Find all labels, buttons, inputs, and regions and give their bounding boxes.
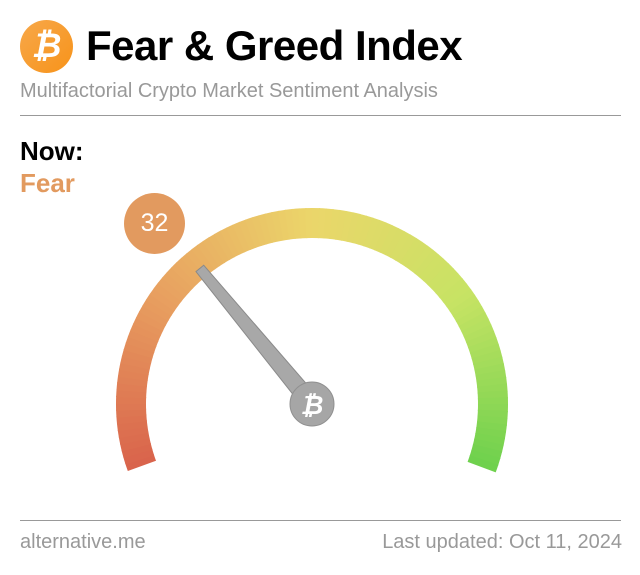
- divider: [20, 115, 621, 116]
- index-value-badge: 32: [124, 193, 185, 254]
- footer-divider: [20, 520, 621, 521]
- bitcoin-hub-icon: ₿: [301, 390, 324, 420]
- gauge-arc: [116, 208, 508, 473]
- last-updated: Last updated: Oct 11, 2024: [382, 531, 622, 553]
- classification-label: Fear: [20, 168, 75, 198]
- now-label: Now:: [20, 136, 84, 166]
- page-title: Fear & Greed Index: [86, 22, 463, 69]
- gauge-hub: [289, 381, 335, 427]
- source-link[interactable]: alternative.me: [20, 531, 146, 553]
- bitcoin-logo-icon: ₿: [20, 20, 73, 73]
- gauge-arc-segment: [467, 455, 499, 473]
- page-subtitle: Multifactorial Crypto Market Sentiment A…: [20, 80, 438, 102]
